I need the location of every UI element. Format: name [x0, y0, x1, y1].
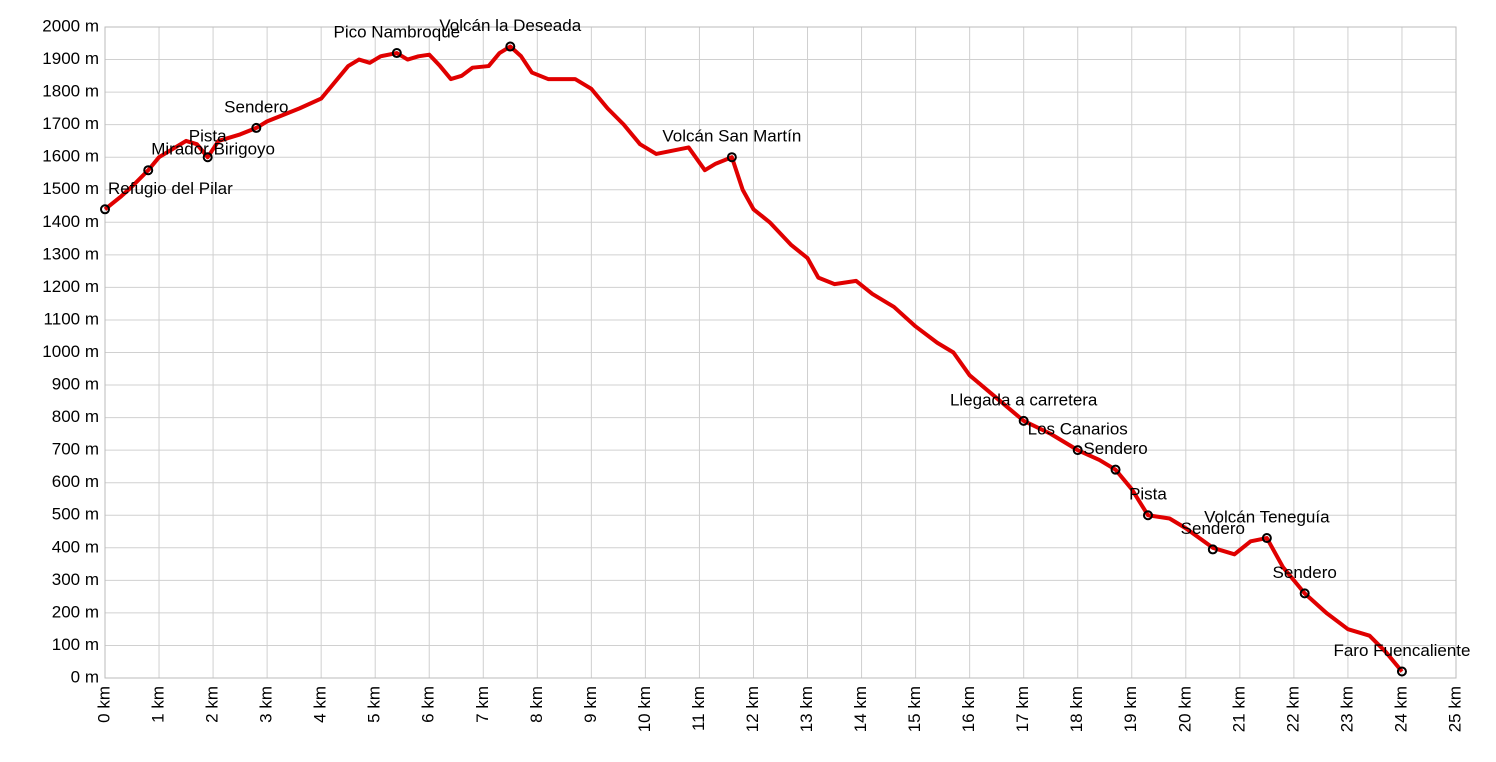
- x-tick-label: 17 km: [1013, 686, 1032, 732]
- waypoint-label: Pista: [1129, 485, 1167, 504]
- waypoint-label: Sendero: [1273, 563, 1337, 582]
- x-tick-label: 2 km: [203, 686, 222, 723]
- waypoint-marker: [391, 48, 402, 59]
- y-tick-label: 1800 m: [42, 82, 99, 101]
- y-tick-label: 800 m: [52, 407, 99, 426]
- y-tick-label: 700 m: [52, 440, 99, 459]
- x-tick-label: 5 km: [365, 686, 384, 723]
- x-tick-label: 13 km: [797, 686, 816, 732]
- x-tick-label: 0 km: [94, 686, 113, 723]
- waypoint-label: Sendero: [224, 97, 288, 116]
- waypoint-label: Pico Nambroque: [334, 23, 461, 42]
- x-tick-label: 22 km: [1283, 686, 1302, 732]
- y-tick-label: 100 m: [52, 635, 99, 654]
- y-tick-label: 600 m: [52, 472, 99, 491]
- waypoint-label: Sendero: [1181, 519, 1245, 538]
- x-tick-label: 4 km: [311, 686, 330, 723]
- waypoint-marker: [202, 152, 213, 163]
- waypoint-label: Volcán Teneguía: [1204, 508, 1330, 527]
- y-tick-label: 1400 m: [42, 212, 99, 231]
- x-tick-label: 14 km: [851, 686, 870, 732]
- x-tick-label: 12 km: [743, 686, 762, 732]
- y-tick-label: 1200 m: [42, 277, 99, 296]
- waypoint-marker: [1110, 464, 1121, 475]
- x-tick-label: 7 km: [473, 686, 492, 723]
- x-tick-label: 1 km: [149, 686, 168, 723]
- x-tick-label: 21 km: [1229, 686, 1248, 732]
- y-tick-label: 200 m: [52, 602, 99, 621]
- x-tick-label: 11 km: [689, 686, 708, 731]
- y-tick-label: 400 m: [52, 537, 99, 556]
- x-tick-label: 15 km: [905, 686, 924, 732]
- x-tick-label: 6 km: [419, 686, 438, 723]
- waypoint-marker: [1142, 510, 1153, 521]
- waypoint-marker: [726, 152, 737, 163]
- y-tick-label: 1900 m: [42, 49, 99, 68]
- y-tick-label: 1700 m: [42, 114, 99, 133]
- x-tick-label: 16 km: [959, 686, 978, 732]
- x-tick-label: 20 km: [1175, 686, 1194, 732]
- x-tick-label: 9 km: [581, 686, 600, 723]
- waypoint-marker: [1396, 666, 1407, 677]
- waypoint-marker: [1261, 533, 1272, 544]
- x-tick-label: 24 km: [1391, 686, 1410, 732]
- waypoint-marker: [1207, 544, 1218, 555]
- x-tick-label: 25 km: [1445, 686, 1464, 732]
- waypoint-marker: [100, 204, 110, 215]
- waypoint-label: Los Canarios: [1028, 420, 1128, 439]
- waypoint-label: Faro Fuencaliente: [1333, 641, 1470, 660]
- waypoint-label: Refugio del Pilar: [108, 179, 233, 198]
- waypoint-marker: [251, 122, 262, 133]
- y-tick-label: 1500 m: [42, 179, 99, 198]
- x-tick-label: 18 km: [1067, 686, 1086, 732]
- waypoint-marker: [505, 41, 516, 52]
- x-tick-label: 23 km: [1337, 686, 1356, 732]
- waypoint-marker: [1299, 588, 1310, 599]
- waypoint-label: Llegada a carretera: [950, 390, 1098, 409]
- y-tick-label: 500 m: [52, 505, 99, 524]
- waypoint-label: Volcán San Martín: [662, 127, 801, 146]
- x-tick-label: 10 km: [635, 686, 654, 732]
- x-tick-label: 19 km: [1121, 686, 1140, 732]
- y-tick-label: 1600 m: [42, 147, 99, 166]
- waypoint-label: Mirador Birigoyo: [151, 140, 275, 159]
- y-tick-label: 1100 m: [44, 309, 99, 328]
- y-tick-label: 2000 m: [42, 16, 99, 35]
- x-tick-label: 3 km: [257, 686, 276, 723]
- elevation-line: [103, 44, 1404, 673]
- y-tick-label: 1000 m: [42, 342, 99, 361]
- y-tick-label: 300 m: [52, 570, 99, 589]
- y-tick-label: 0 m: [71, 667, 99, 686]
- plot-frame: [104, 26, 1457, 679]
- waypoint-marker: [1018, 415, 1029, 426]
- y-tick-label: 900 m: [52, 375, 99, 394]
- waypoint-marker: [1072, 445, 1083, 456]
- x-tick-label: 8 km: [527, 686, 546, 723]
- waypoint-marker: [143, 165, 154, 176]
- y-tick-label: 1300 m: [42, 244, 99, 263]
- waypoint-label: Pista: [189, 127, 227, 146]
- waypoint-label: Sendero: [1083, 439, 1147, 458]
- waypoint-label: Volcán la Deseada: [439, 16, 581, 35]
